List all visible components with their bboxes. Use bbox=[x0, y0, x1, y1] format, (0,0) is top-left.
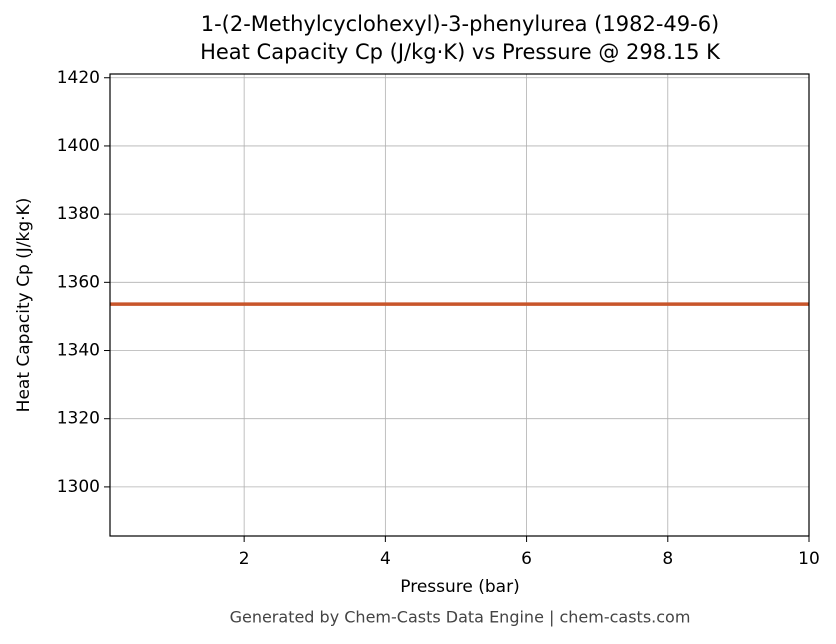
x-tick-label: 10 bbox=[798, 549, 820, 569]
plot-frame bbox=[109, 73, 810, 537]
x-tick-label: 8 bbox=[662, 549, 673, 569]
x-axis-label: Pressure (bar) bbox=[400, 577, 519, 597]
y-tick-label: 1380 bbox=[57, 204, 100, 224]
y-tick-label: 1340 bbox=[57, 341, 100, 361]
footer: Generated by Chem-Casts Data Engine | ch… bbox=[230, 608, 691, 627]
x-tick-label: 4 bbox=[380, 549, 391, 569]
chart-subtitle: Heat Capacity Cp (J/kg·K) vs Pressure @ … bbox=[200, 40, 721, 64]
y-axis-label: Heat Capacity Cp (J/kg·K) bbox=[14, 198, 34, 413]
y-tick-label: 1400 bbox=[57, 136, 100, 156]
y-tick-label: 1420 bbox=[57, 68, 100, 88]
chart-title: 1-(2-Methylcyclohexyl)-3-phenylurea (198… bbox=[201, 12, 720, 36]
x-tick-label: 6 bbox=[521, 549, 532, 569]
y-tick-label: 1320 bbox=[57, 409, 100, 429]
y-tick-label: 1300 bbox=[57, 477, 100, 497]
x-tick-label: 2 bbox=[239, 549, 250, 569]
y-tick-label: 1360 bbox=[57, 272, 100, 292]
